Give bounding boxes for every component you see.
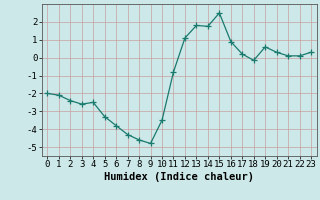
X-axis label: Humidex (Indice chaleur): Humidex (Indice chaleur) [104, 172, 254, 182]
